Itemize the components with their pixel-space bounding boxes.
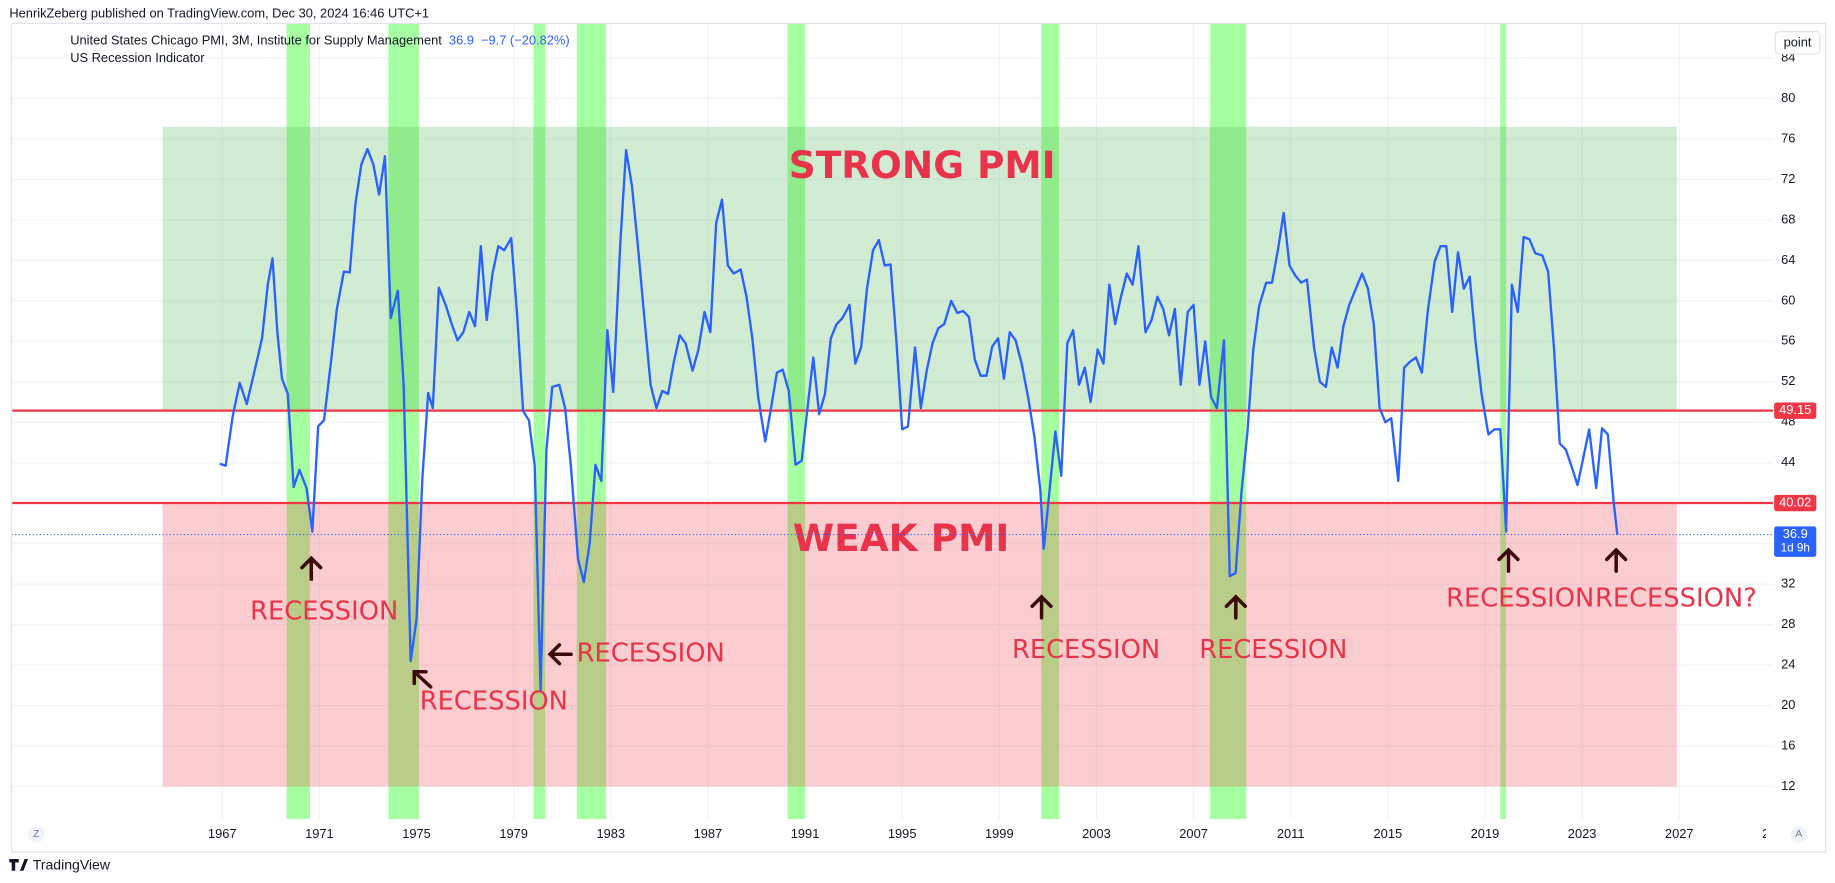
y-tick-label: 24 <box>1781 657 1795 672</box>
auto-button[interactable] <box>1790 826 1807 843</box>
x-tick-label: 2015 <box>1374 826 1403 841</box>
recession-band <box>576 23 607 820</box>
y-tick-label: 56 <box>1781 333 1795 348</box>
annotation-arrow <box>1497 547 1520 573</box>
y-tick-label: 16 <box>1781 737 1795 752</box>
annotation-arrow <box>1224 594 1247 620</box>
x-tick-label: 1987 <box>694 826 723 841</box>
last-price-tag <box>1774 526 1817 557</box>
y-tick-label: 76 <box>1781 130 1795 145</box>
x-tick-label: 1991 <box>791 826 820 841</box>
series-legend: United States Chicago PMI, 3M, Institute… <box>70 32 442 47</box>
recession-band <box>286 23 310 820</box>
axes: 1216202428323640444852566064687276808419… <box>208 49 1817 841</box>
time-axis <box>11 819 1826 852</box>
y-tick-label: 44 <box>1781 454 1795 469</box>
y-tick-label: 64 <box>1781 252 1795 267</box>
annotation: RECESSION <box>1012 635 1160 665</box>
annotation: RECESSION <box>250 597 398 627</box>
countdown-label: 1d 9h <box>1781 542 1810 555</box>
legend-value: 36.9 <box>449 32 474 47</box>
auto-label[interactable]: A <box>1795 828 1802 840</box>
annotation-arrow <box>412 669 433 689</box>
recession-band <box>533 23 546 820</box>
x-tick-label: 2019 <box>1471 826 1500 841</box>
x-tick-label: 1975 <box>402 826 431 841</box>
price-axis <box>1772 23 1826 852</box>
zone-label: WEAK PMI <box>793 516 1010 560</box>
recession-legend: US Recession Indicator <box>70 50 205 65</box>
annotation: RECESSION? <box>1595 584 1757 614</box>
recession-band <box>787 23 806 820</box>
zone <box>162 503 1677 787</box>
y-tick-label: 80 <box>1781 90 1795 105</box>
y-tick-label: 68 <box>1781 211 1795 226</box>
zoom-button[interactable] <box>28 826 45 843</box>
logo-text: TradingView <box>33 857 111 873</box>
y-tick-label: 60 <box>1781 292 1795 307</box>
annotation: RECESSION <box>420 687 568 717</box>
x-tick-label: 2007 <box>1179 826 1208 841</box>
y-tick-label: 32 <box>1781 576 1795 591</box>
chart-frame <box>11 22 1827 853</box>
zoom-label[interactable]: Z <box>33 828 40 840</box>
annotation-arrow <box>1030 594 1053 620</box>
scale-button[interactable] <box>1774 31 1821 55</box>
legend-change: −9.7 (−20.82%) <box>481 32 570 47</box>
y-tick-label: 28 <box>1781 616 1795 631</box>
x-tick-label: 2027 <box>1665 826 1694 841</box>
annotation: RECESSION <box>577 639 725 669</box>
publisher: HenrikZeberg published on TradingView.co… <box>9 5 429 20</box>
x-tick-label: 1967 <box>208 826 237 841</box>
price-tag <box>1774 402 1817 419</box>
annotation-arrow <box>547 643 573 666</box>
recession-band <box>1209 23 1247 820</box>
y-tick-label: 20 <box>1781 697 1795 712</box>
x-tick-label: 2011 <box>1277 826 1305 841</box>
annotation: RECESSION <box>1446 584 1594 614</box>
annotation-arrow <box>1605 547 1628 573</box>
price-tag-label: 40.02 <box>1779 494 1811 509</box>
last-price-label: 36.9 <box>1783 526 1808 541</box>
x-tick-label: 2023 <box>1568 826 1597 841</box>
x-tick-label: 1979 <box>499 826 528 841</box>
annotation-arrow <box>300 555 323 582</box>
y-tick-label: 12 <box>1781 778 1795 793</box>
x-tick-label: 1983 <box>596 826 625 841</box>
y-tick-label: 72 <box>1781 171 1795 186</box>
x-tick-label: 2003 <box>1082 826 1111 841</box>
x-tick-label: 2031 <box>1762 826 1791 841</box>
pmi-line <box>219 147 1619 692</box>
scale-button-label[interactable]: point <box>1784 35 1812 50</box>
x-tick-label: 1999 <box>985 826 1014 841</box>
recession-band <box>1500 23 1507 820</box>
price-tag-label: 49.15 <box>1779 402 1811 417</box>
x-tick-label: 1995 <box>888 826 917 841</box>
recession-band <box>1041 23 1060 820</box>
x-ticks: 1967 1971 1975 1979 1983 1987 1991 1995 1999 2003… <box>208 826 1791 841</box>
x-tick-label: 1971 <box>305 826 334 841</box>
zone-label: STRONG PMI <box>789 143 1056 187</box>
price-tag <box>1774 494 1817 512</box>
y-tick-label: 52 <box>1781 373 1795 388</box>
logo-mark <box>9 858 29 871</box>
zone <box>162 126 1677 411</box>
annotation: RECESSION <box>1199 635 1347 665</box>
